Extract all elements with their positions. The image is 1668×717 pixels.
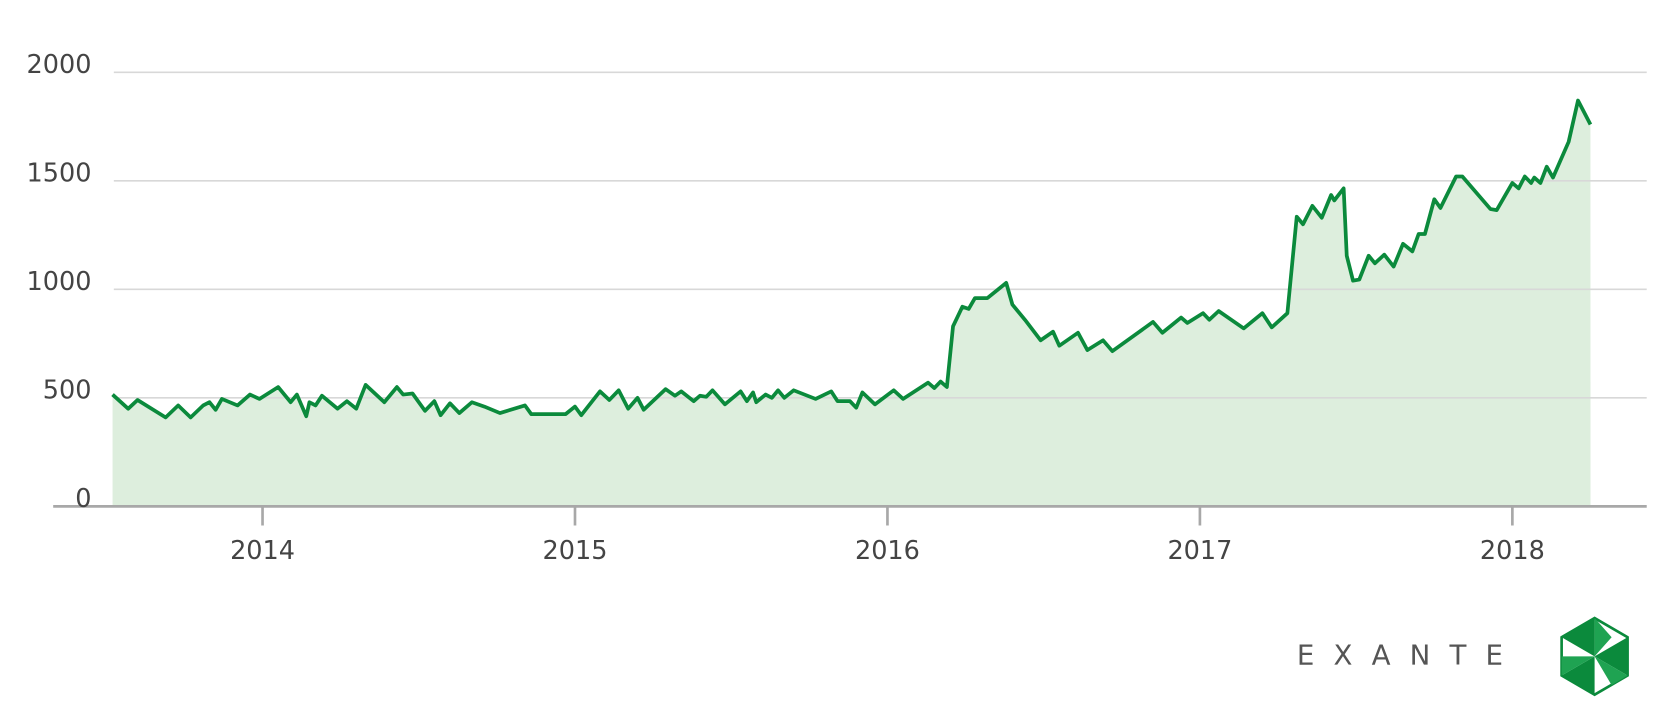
logo-facet (1561, 618, 1595, 657)
x-tick-label: 2014 (230, 536, 295, 566)
x-tick-label: 2018 (1480, 536, 1545, 566)
x-tick-label: 2017 (1167, 536, 1232, 566)
y-tick-label: 0 (75, 484, 91, 514)
line (111, 98, 1593, 420)
logo: EXANTE (1297, 616, 1629, 697)
logo-facet (1594, 618, 1612, 657)
y-tick-label: 500 (43, 375, 92, 405)
x-tick-label: 2015 (543, 536, 608, 566)
logo-facet (1561, 656, 1595, 695)
logo-facet (1594, 637, 1628, 676)
x-tick-label: 2016 (855, 536, 920, 566)
plot: 0 500 1000 1500 2000 2014 2015 2016 2017 2018 (27, 50, 1647, 566)
y-tick-label: 1500 (27, 158, 92, 188)
logo-facet (1594, 656, 1628, 686)
y-tick-label: 2000 (27, 50, 92, 80)
logo-facet (1561, 656, 1595, 676)
brand-name: EXANTE (1297, 638, 1522, 671)
y-tick-label: 1000 (27, 267, 92, 297)
area-fill (112, 100, 1591, 507)
